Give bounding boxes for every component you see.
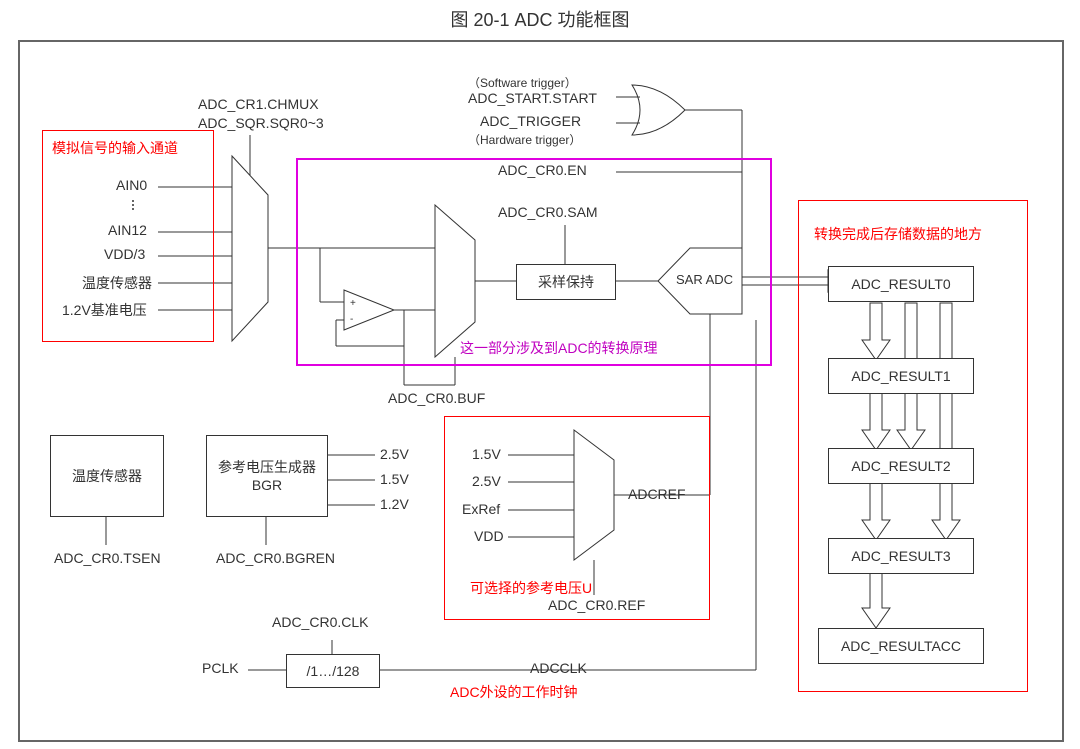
block-temp-sensor: 温度传感器 [50,435,164,517]
label-chmux: ADC_CR1.CHMUX [198,96,319,112]
highlight-inputs [42,130,214,342]
label-bgr-15: 1.5V [380,471,409,487]
label-sqr: ADC_SQR.SQR0~3 [198,115,324,131]
label-bgren: ADC_CR0.BGREN [216,550,335,566]
figure-title: 图 20-1 ADC 功能框图 [0,6,1080,32]
block-bgr: 参考电压生成器 BGR [206,435,328,517]
label-buf: ADC_CR0.BUF [388,390,485,406]
annot-clk: ADC外设的工作时钟 [450,682,578,702]
label-adcclk: ADCCLK [530,660,587,676]
label-trigger: ADC_TRIGGER [480,113,581,129]
annot-results: 转换完成后存储数据的地方 [814,224,982,244]
label-cr0clk: ADC_CR0.CLK [272,614,368,630]
label-hard-trigger: （Hardware trigger） [468,131,581,148]
label-start: ADC_START.START [468,90,597,106]
bgr-line1: 参考电压生成器 [218,458,316,476]
block-divider: /1…/128 [286,654,380,688]
label-tsen: ADC_CR0.TSEN [54,550,161,566]
label-pclk: PCLK [202,660,239,676]
highlight-results [798,200,1028,692]
highlight-core [296,158,772,366]
label-soft-trigger: （Software trigger） [468,74,577,91]
annot-core: 这一部分涉及到ADC的转换原理 [460,338,658,358]
label-bgr-25: 2.5V [380,446,409,462]
bgr-line2: BGR [252,476,282,494]
annot-inputs: 模拟信号的输入通道 [52,138,178,158]
annot-ref: 可选择的参考电压U [470,578,592,598]
label-bgr-12: 1.2V [380,496,409,512]
